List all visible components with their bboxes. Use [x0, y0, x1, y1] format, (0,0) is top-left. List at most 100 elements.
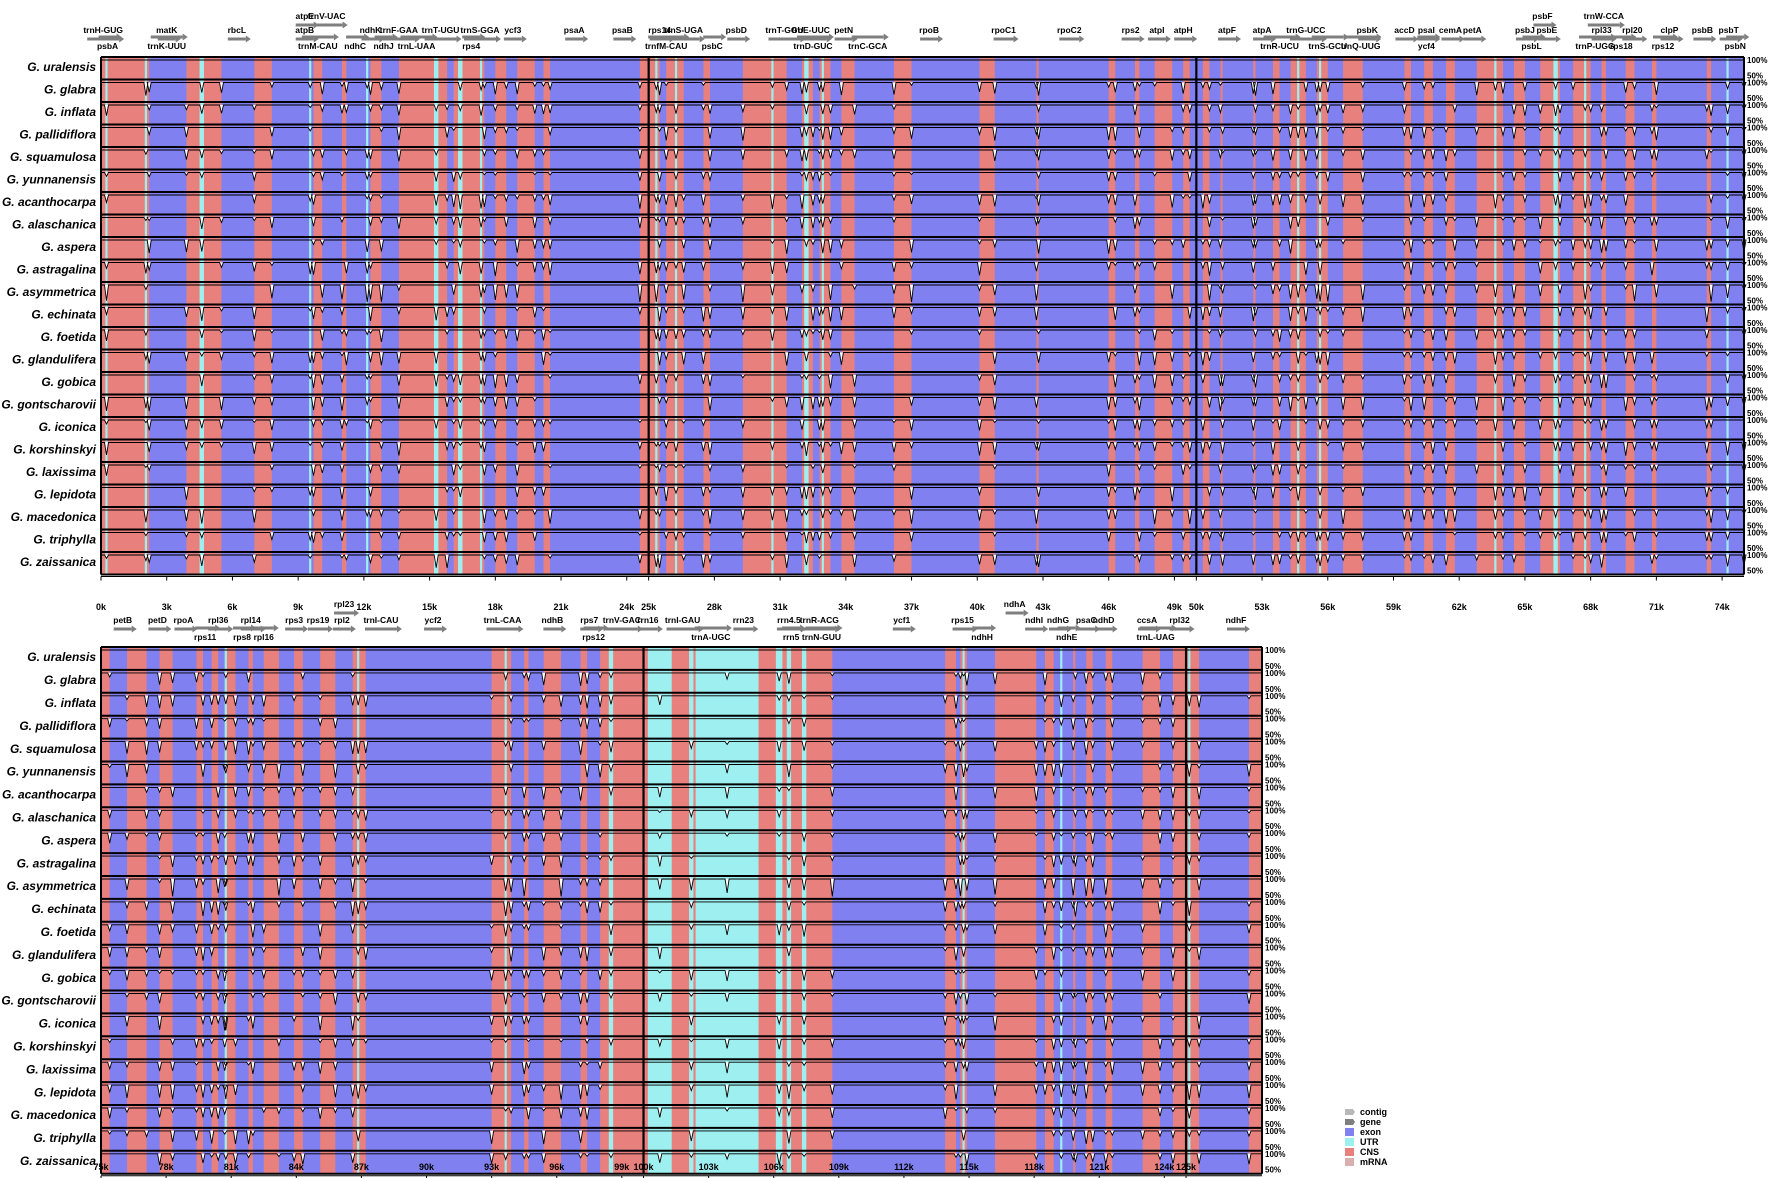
gene-arrow-head	[1555, 35, 1561, 43]
gene-label: rps14	[648, 25, 671, 35]
gene-arrow-head	[192, 625, 198, 633]
gene-arrow	[733, 627, 754, 631]
y-tick-label: 50%	[1265, 1028, 1281, 1037]
gene-label: atpB	[295, 25, 314, 35]
y-tick-label: 50%	[1265, 1143, 1281, 1152]
gene-label: rpl33	[1591, 25, 1612, 35]
legend-label: UTR	[1360, 1137, 1379, 1147]
gene-arrow-head	[1171, 624, 1177, 632]
gene-label: petA	[1463, 25, 1482, 35]
gene-arrow	[174, 627, 193, 631]
gene-label: psbB	[1692, 25, 1713, 35]
gene-label: cemA	[1439, 25, 1462, 35]
y-tick-label: 100%	[1747, 326, 1767, 335]
conservation-profile	[101, 993, 1262, 1005]
y-tick-label: 50%	[1265, 822, 1281, 831]
gene-label: psbL	[1521, 41, 1541, 51]
y-tick-label: 50%	[1747, 162, 1763, 171]
conservation-profile	[101, 695, 1262, 709]
exon-region	[994, 57, 1037, 575]
gene-arrow	[1693, 37, 1712, 41]
exon-region	[1172, 57, 1184, 575]
gene-label: trnV-UAC	[308, 11, 346, 21]
gene-arrow	[308, 627, 329, 631]
y-tick-label: 100%	[1265, 921, 1285, 930]
y-tick-label: 100%	[1747, 79, 1767, 88]
y-tick-label: 100%	[1265, 1058, 1285, 1067]
gene-label: psaA	[564, 25, 585, 35]
species-label: G. gobica	[41, 375, 96, 389]
conservation-gap	[101, 810, 1262, 821]
utr-region	[771, 57, 774, 575]
conservation-profile	[101, 855, 1262, 868]
conservation-profile	[101, 1038, 1262, 1050]
gene-label: ndhK	[360, 25, 383, 35]
exon-region	[1432, 57, 1447, 575]
gene-label: rpl14	[241, 615, 262, 625]
species-label: G. laxissima	[26, 1062, 96, 1076]
exon-region	[252, 647, 264, 1174]
gene-arrow	[703, 35, 722, 39]
gene-arrow-head	[1619, 21, 1625, 29]
gene-arrow-head	[1236, 35, 1242, 43]
species-label: G. inflata	[45, 105, 97, 119]
gene-arrow-head	[1672, 33, 1678, 41]
gene-label: trnI-GAU	[665, 615, 700, 625]
gene-label: rrn4.5	[777, 615, 801, 625]
utr-region	[1553, 57, 1558, 575]
gene-arrow-head	[657, 625, 663, 633]
conservation-profile	[101, 217, 1747, 229]
gene-arrow-head	[1481, 35, 1487, 43]
gene-arrow	[1311, 35, 1344, 39]
x-tick-label: 109k	[829, 1162, 850, 1172]
y-tick-label: 50%	[1747, 117, 1763, 126]
exon-region	[484, 57, 496, 575]
gene-arrow	[1263, 35, 1296, 39]
gene-label: trnG-UCC	[1286, 25, 1325, 35]
panel-2: G. uralensis 100%50%G. glabra 100%50%G. in…	[1, 599, 1285, 1178]
y-tick-label: 100%	[1265, 806, 1285, 815]
gene-arrow-head	[1189, 625, 1195, 633]
exon-region	[854, 57, 895, 575]
gene-arrow-head	[1413, 35, 1419, 43]
exon-region	[832, 647, 946, 1174]
conservation-profile	[101, 352, 1744, 366]
exon-region	[1036, 647, 1045, 1174]
gene-arrow	[993, 37, 1014, 41]
y-tick-label: 50%	[1265, 708, 1281, 717]
x-tick-label: 31k	[773, 602, 789, 612]
exon-region	[1559, 57, 1574, 575]
legend-label: contig	[1360, 1107, 1387, 1117]
y-tick-label: 50%	[1747, 184, 1763, 193]
utr-region	[962, 647, 965, 1174]
legend-label: exon	[1360, 1127, 1381, 1137]
exon-region	[322, 57, 342, 575]
gene-label: ycf3	[504, 25, 521, 35]
legend-label: mRNA	[1360, 1157, 1388, 1167]
gene-arrow-head	[1459, 35, 1465, 43]
gene-arrow	[1057, 626, 1076, 630]
gene-arrow-head	[364, 33, 370, 41]
y-tick-label: 50%	[1265, 685, 1281, 694]
exon-region	[1092, 647, 1106, 1174]
x-tick-label: 49k	[1167, 602, 1183, 612]
y-tick-label: 100%	[1265, 967, 1285, 976]
gene-arrow	[227, 37, 246, 41]
gene-arrow-head	[1112, 625, 1118, 633]
x-tick-label: 121k	[1089, 1162, 1110, 1172]
gene-label: ycf1	[893, 615, 910, 625]
gene-arrow	[637, 627, 658, 631]
species-label: G. squamulosa	[10, 150, 96, 164]
legend-swatch	[1345, 1148, 1354, 1156]
y-tick-label: 100%	[1265, 1127, 1285, 1136]
gene-arrow-head	[350, 625, 356, 633]
exon-region	[812, 57, 820, 575]
y-tick-label: 100%	[1747, 191, 1767, 200]
y-tick-label: 100%	[1747, 484, 1767, 493]
x-tick-label: 106k	[764, 1162, 785, 1172]
gene-arrow	[794, 37, 827, 41]
species-label: G. uralensis	[27, 60, 96, 74]
y-tick-label: 100%	[1747, 529, 1767, 538]
exon-region	[1115, 57, 1135, 575]
species-label: G. foetida	[41, 330, 97, 344]
